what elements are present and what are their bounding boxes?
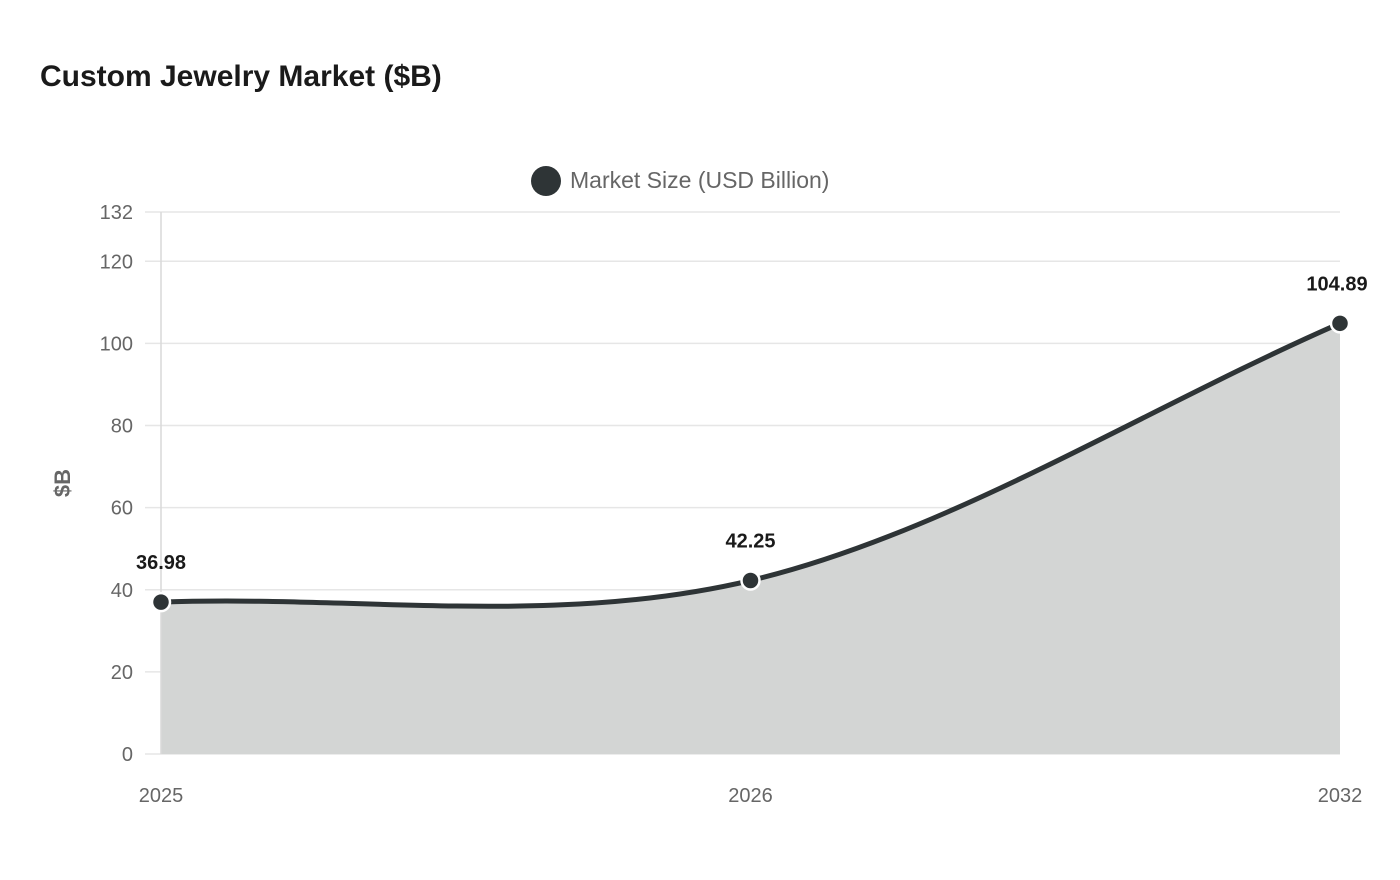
- x-tick-label: 2032: [1318, 785, 1363, 807]
- y-tick-label: 80: [111, 416, 133, 438]
- y-tick-label: 20: [111, 662, 133, 684]
- chart-title: Custom Jewelry Market ($B): [40, 60, 442, 93]
- area-layer: [161, 323, 1340, 754]
- data-label: 36.98: [136, 552, 186, 574]
- area-fill: [161, 323, 1340, 754]
- legend-label: Market Size (USD Billion): [570, 167, 829, 193]
- y-tick-label: 40: [111, 580, 133, 602]
- y-tick-label: 120: [100, 251, 133, 273]
- point-layer: [150, 313, 1351, 613]
- axis-layer: 0 20 40 60 80 100 120 132 2025 2026 2032: [100, 202, 1363, 807]
- y-axis-title: $B: [50, 469, 75, 497]
- y-tick-label: 0: [122, 744, 133, 766]
- y-tick-label: 100: [100, 333, 133, 355]
- legend[interactable]: Market Size (USD Billion): [531, 166, 829, 196]
- y-tick-label: 60: [111, 498, 133, 520]
- x-tick-label: 2026: [728, 785, 773, 807]
- label-layer: 36.98 42.25 104.89: [136, 273, 1368, 574]
- data-label: 104.89: [1306, 273, 1367, 295]
- data-point: [150, 591, 172, 613]
- legend-swatch: [531, 166, 561, 196]
- data-point: [740, 570, 761, 591]
- y-tick-label: 132: [100, 202, 133, 224]
- data-label: 42.25: [725, 531, 775, 553]
- data-point: [1329, 313, 1351, 334]
- x-tick-label: 2025: [139, 785, 184, 807]
